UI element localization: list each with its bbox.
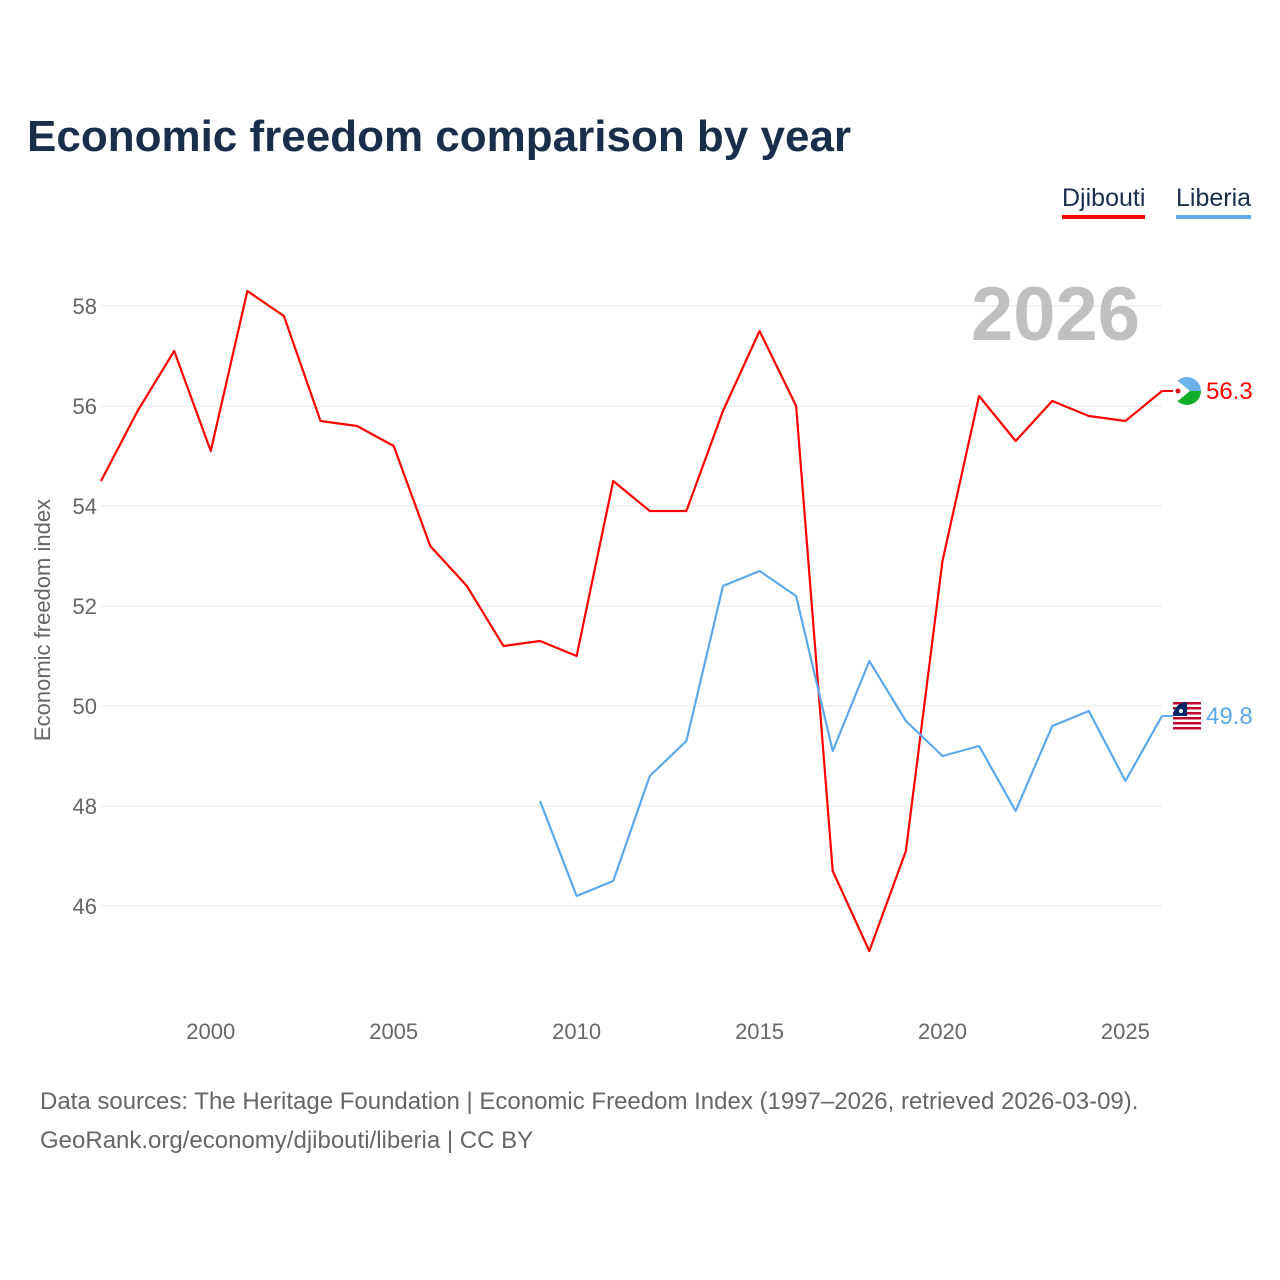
- y-tick-label: 56: [73, 394, 97, 419]
- flag-stripe: [1173, 722, 1201, 725]
- x-tick-label: 2015: [735, 1019, 784, 1044]
- chart-title: Economic freedom comparison by year: [27, 112, 852, 161]
- flag-stripe: [1173, 717, 1201, 720]
- x-tick-label: 2020: [918, 1019, 967, 1044]
- series-line-djibouti: [100, 289, 1163, 953]
- y-tick-label: 50: [73, 694, 97, 719]
- end-value-label: 56.3: [1206, 378, 1253, 405]
- flag-stripe: [1173, 727, 1201, 730]
- flag-part: [1173, 377, 1190, 405]
- flag-star: [1175, 388, 1181, 394]
- legend-liberia[interactable]: Liberia: [1176, 184, 1252, 219]
- x-tick-label: 2000: [186, 1019, 235, 1044]
- end-value-label: 49.8: [1206, 703, 1253, 730]
- x-tick-label: 2005: [369, 1019, 418, 1044]
- footer-link: GeoRank.org/economy/djibouti/liberia | C…: [40, 1127, 534, 1154]
- y-tick-label: 54: [73, 494, 97, 519]
- current-year-label: 2026: [971, 272, 1140, 357]
- liberia-flag-icon: [1173, 702, 1201, 730]
- footer-source: Data sources: The Heritage Foundation | …: [40, 1088, 1139, 1115]
- y-tick-label: 58: [73, 294, 97, 319]
- flag-canton: [1173, 702, 1187, 716]
- y-tick-label: 48: [73, 794, 97, 819]
- djibouti-flag-icon: [1173, 377, 1201, 405]
- x-tick-label: 2010: [552, 1019, 601, 1044]
- y-axis-label: Economic freedom index: [30, 499, 55, 741]
- series-line-liberia: [539, 569, 1163, 898]
- y-tick-label: 46: [73, 894, 97, 919]
- y-tick-label: 52: [73, 594, 97, 619]
- flag-star: [1179, 709, 1183, 713]
- legend-djibouti[interactable]: Djibouti: [1062, 184, 1146, 219]
- x-tick-label: 2025: [1101, 1019, 1150, 1044]
